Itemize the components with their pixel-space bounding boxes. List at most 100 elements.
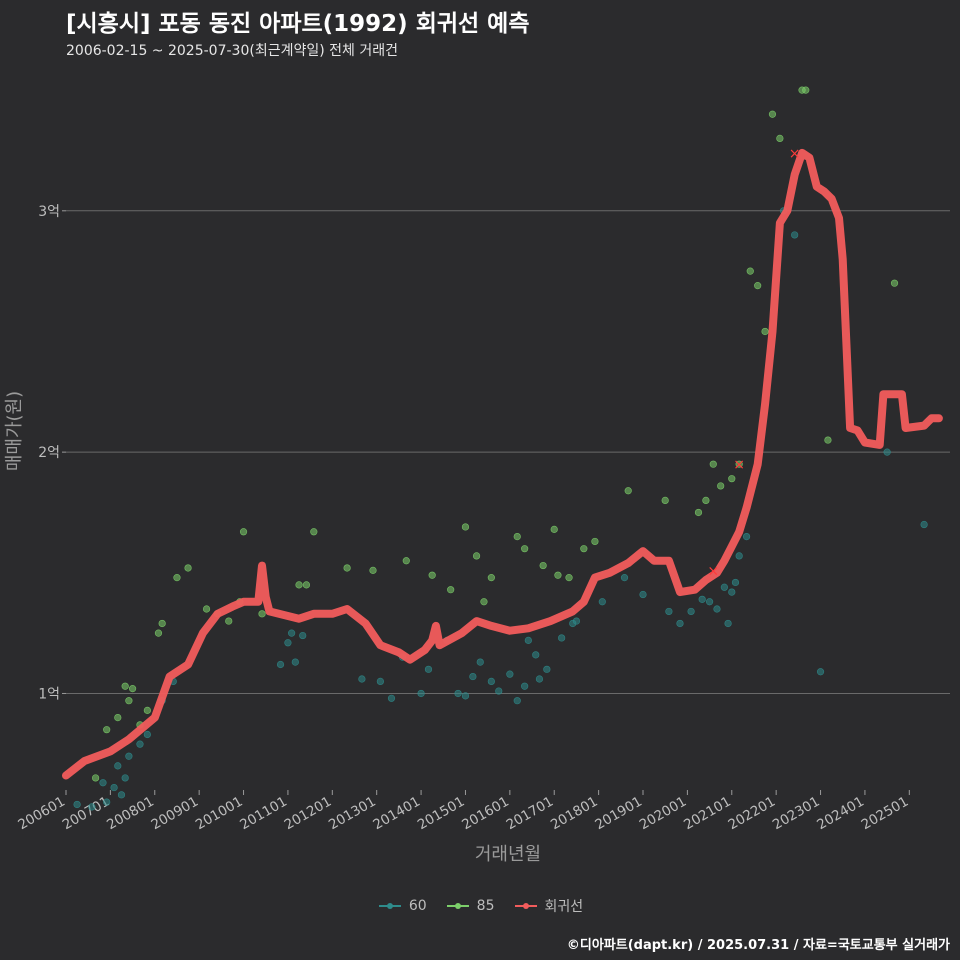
point-60 <box>110 783 118 792</box>
point-85 <box>487 574 495 582</box>
point-85 <box>402 557 410 565</box>
x-tick-label: 201801 <box>548 794 601 834</box>
point-85 <box>472 552 481 560</box>
point-85 <box>154 629 163 637</box>
point-60 <box>728 588 736 596</box>
point-85 <box>225 617 233 625</box>
point-60 <box>495 687 503 695</box>
point-85 <box>550 525 558 533</box>
x-tick-label: 202201 <box>726 794 779 834</box>
point-85 <box>447 586 455 594</box>
y-axis-label: 매매가(원) <box>4 391 25 471</box>
point-60 <box>598 598 606 606</box>
x-tick-label: 202401 <box>814 794 867 834</box>
highlight-marks: × × × <box>707 146 800 580</box>
point-85 <box>591 537 599 546</box>
point-85 <box>539 561 547 570</box>
x-tick-label: 201501 <box>415 794 468 834</box>
point-85 <box>202 605 211 613</box>
point-60 <box>291 658 299 666</box>
point-60 <box>676 619 684 628</box>
x-tick-label: 202101 <box>681 794 734 834</box>
point-85 <box>702 496 710 505</box>
y-tick-label: 3억 <box>38 204 60 220</box>
point-85 <box>343 564 351 572</box>
point-85 <box>258 610 266 618</box>
legend-key-85 <box>445 899 471 913</box>
legend-key-60 <box>377 899 403 913</box>
point-60 <box>731 578 740 587</box>
x-tick-label: 200601 <box>15 794 68 834</box>
x-tick-label: 202501 <box>859 794 912 834</box>
x-tick-label: 202301 <box>770 794 823 834</box>
point-85 <box>461 523 470 531</box>
point-85 <box>158 619 166 628</box>
x-tick-label: 201901 <box>592 794 645 834</box>
point-60 <box>136 740 144 748</box>
point-60 <box>720 583 728 591</box>
x-tick-label: 200801 <box>104 794 157 834</box>
highlight-x-mark: × <box>707 563 719 579</box>
point-85 <box>746 267 754 275</box>
point-85 <box>369 566 377 574</box>
point-60 <box>288 629 296 637</box>
point-85 <box>114 713 122 722</box>
point-85 <box>580 545 588 553</box>
point-60 <box>73 800 81 809</box>
legend: 60 85 회귀선 <box>0 896 960 916</box>
point-85 <box>128 685 137 693</box>
point-60 <box>665 607 673 616</box>
chart-subtitle: 2006-02-15 ~ 2025-07-30(최근계약일) 전체 거래건 <box>66 43 398 59</box>
point-60 <box>532 651 540 659</box>
point-85 <box>480 598 488 606</box>
point-85 <box>661 496 669 505</box>
point-60 <box>121 774 129 782</box>
point-60 <box>816 668 825 676</box>
point-85 <box>824 436 832 444</box>
point-60 <box>276 660 285 669</box>
point-85 <box>624 487 632 495</box>
point-85 <box>521 545 529 553</box>
point-60 <box>461 692 470 700</box>
point-60 <box>572 617 581 625</box>
point-60 <box>735 552 743 560</box>
point-60 <box>724 619 732 628</box>
point-85 <box>121 682 129 690</box>
point-60 <box>883 448 891 456</box>
point-60 <box>713 605 721 613</box>
highlight-x-mark: × <box>733 457 745 473</box>
point-60 <box>299 631 307 640</box>
point-60 <box>424 665 433 673</box>
point-85 <box>302 581 311 589</box>
point-85 <box>428 571 436 579</box>
point-85 <box>513 532 521 541</box>
point-60 <box>376 677 384 686</box>
point-85 <box>754 282 762 290</box>
highlight-x-mark: × <box>789 146 801 162</box>
legend-key-regression <box>513 899 539 913</box>
point-85 <box>709 460 717 468</box>
legend-label-60: 60 <box>408 898 427 914</box>
point-60 <box>742 532 751 541</box>
point-85 <box>239 528 248 536</box>
point-60 <box>143 730 151 739</box>
point-85 <box>717 482 725 490</box>
scatter-points <box>73 86 928 811</box>
point-85 <box>184 564 192 572</box>
point-60 <box>535 675 544 683</box>
point-60 <box>114 762 122 770</box>
point-60 <box>558 634 566 642</box>
point-85 <box>295 581 303 589</box>
legend-label-regression: 회귀선 <box>544 899 584 915</box>
point-85 <box>173 574 181 582</box>
source-credit: ©디아파트(dapt.kr) / 2025.07.31 / 자료=국토교통부 실… <box>566 938 950 953</box>
point-85 <box>91 774 100 782</box>
point-60 <box>521 682 529 690</box>
point-60 <box>487 677 495 686</box>
point-60 <box>506 670 514 678</box>
x-tick-label: 201401 <box>370 794 423 834</box>
point-85 <box>554 571 562 579</box>
x-tick-label: 202001 <box>637 794 690 834</box>
point-60 <box>705 598 714 606</box>
